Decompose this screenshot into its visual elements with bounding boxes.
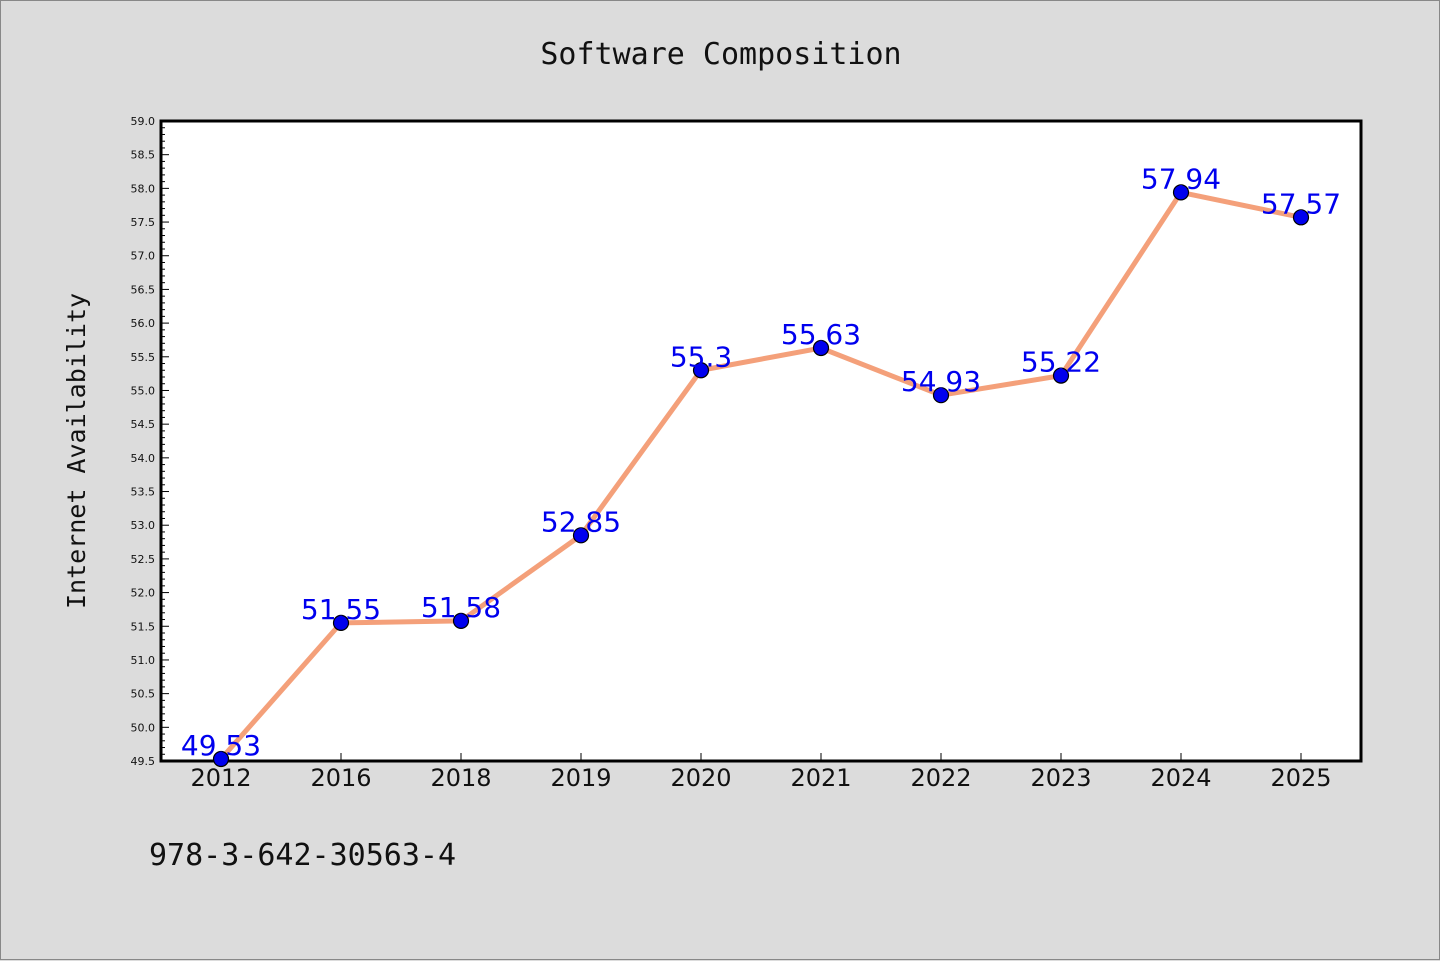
x-tick-label: 2020 (670, 764, 731, 792)
data-point (452, 612, 470, 629)
y-tick-label: 55.5 (131, 351, 156, 364)
y-tick-label: 50.5 (131, 688, 156, 701)
data-point (1292, 209, 1310, 226)
y-tick-label: 58.5 (131, 149, 156, 162)
y-tick-label: 54.5 (131, 418, 156, 431)
y-tick-label: 52.5 (131, 553, 156, 566)
data-point (692, 362, 710, 379)
data-label: 57.57 (1261, 187, 1341, 220)
y-tick-label: 51.5 (131, 620, 156, 633)
chart-title: Software Composition (540, 37, 901, 72)
series-layer: 49.53 51.55 51.58 52.85 55.3 55.63 54.93 55.22 5… (181, 162, 1341, 768)
y-tick-label: 54.0 (131, 452, 156, 465)
y-tick-label: 52.0 (131, 587, 156, 600)
y-tick-label: 57.0 (131, 250, 156, 263)
x-tick-label: 2025 (1270, 764, 1331, 792)
y-tick-label: 49.5 (131, 755, 156, 768)
y-tick-label: 56.5 (131, 283, 156, 296)
x-axis-ticks: 2012 2016 2018 2019 2020 2021 2022 2023 2024 2025 (190, 753, 1332, 792)
x-tick-label: 2022 (910, 764, 971, 792)
y-tick-label: 57.5 (131, 216, 156, 229)
x-tick-label: 2021 (790, 764, 851, 792)
y-tick-label: 53.0 (131, 519, 156, 532)
y-tick-label: 59.0 (131, 115, 156, 128)
x-tick-label: 2018 (430, 764, 491, 792)
y-tick-label: 50.0 (131, 721, 156, 734)
x-tick-label: 2016 (310, 764, 371, 792)
y-tick-label: 53.5 (131, 486, 156, 499)
data-label: 55.63 (781, 318, 861, 351)
plot-area (159, 119, 1363, 763)
data-label: 57.94 (1141, 162, 1221, 195)
footer-text: 978-3-642-30563-4 (149, 838, 456, 873)
data-label: 49.53 (181, 729, 261, 762)
x-tick-label: 2024 (1150, 764, 1211, 792)
data-point (332, 614, 350, 631)
y-axis-label: Internet Availability (62, 293, 91, 609)
y-tick-label: 56.0 (131, 317, 156, 330)
data-label: 55.3 (670, 340, 732, 373)
data-label: 54.93 (901, 365, 981, 398)
data-point (212, 750, 230, 768)
data-label: 55.22 (1021, 346, 1101, 379)
data-point (1172, 184, 1190, 201)
data-point (1052, 367, 1070, 384)
y-tick-label: 55.0 (131, 384, 156, 397)
x-tick-label: 2012 (190, 764, 251, 792)
data-label: 51.55 (301, 593, 381, 626)
y-tick-label: 58.0 (131, 182, 156, 195)
x-tick-label: 2019 (550, 764, 611, 792)
data-point (812, 339, 830, 357)
x-tick-label: 2023 (1030, 764, 1091, 792)
data-point (572, 527, 590, 544)
data-label: 51.58 (421, 591, 501, 624)
series-line (218, 189, 1304, 762)
data-label: 52.85 (541, 505, 621, 538)
y-tick-label: 51.0 (131, 654, 156, 667)
y-axis-ticks: 49.5 50.0 50.5 51.0 51.5 52.0 52.5 53.0 53.5 54.0… (131, 115, 169, 768)
data-point (932, 387, 950, 404)
